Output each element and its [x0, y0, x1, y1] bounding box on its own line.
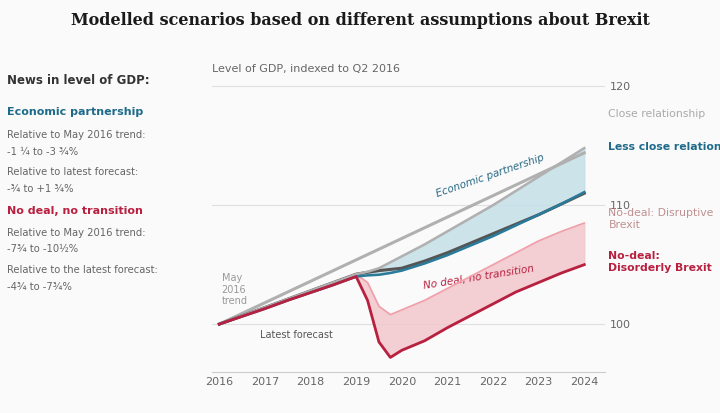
Text: -¾ to +1 ¾%: -¾ to +1 ¾%	[7, 184, 73, 194]
Text: Relative to latest forecast:: Relative to latest forecast:	[7, 167, 138, 177]
Text: Relative to May 2016 trend:: Relative to May 2016 trend:	[7, 130, 145, 140]
Text: Relative to May 2016 trend:: Relative to May 2016 trend:	[7, 228, 145, 238]
Text: Close relationship: Close relationship	[608, 109, 706, 119]
Text: Latest forecast: Latest forecast	[261, 330, 333, 340]
Text: Level of GDP, indexed to Q2 2016: Level of GDP, indexed to Q2 2016	[212, 64, 400, 74]
Text: News in level of GDP:: News in level of GDP:	[7, 74, 150, 87]
Text: No deal, no transition: No deal, no transition	[7, 206, 143, 216]
Text: -4¾ to -7¾%: -4¾ to -7¾%	[7, 282, 72, 292]
Text: Less close relationship: Less close relationship	[608, 142, 720, 152]
Text: Economic partnership: Economic partnership	[435, 153, 546, 199]
Text: Modelled scenarios based on different assumptions about Brexit: Modelled scenarios based on different as…	[71, 12, 649, 29]
Text: No-deal: Disruptive
Brexit: No-deal: Disruptive Brexit	[608, 208, 714, 230]
Text: -7¾ to -10½%: -7¾ to -10½%	[7, 244, 78, 254]
Text: Economic partnership: Economic partnership	[7, 107, 143, 117]
Text: No-deal:
Disorderly Brexit: No-deal: Disorderly Brexit	[608, 252, 712, 273]
Text: No deal, no transition: No deal, no transition	[423, 263, 535, 291]
Text: May
2016
trend: May 2016 trend	[222, 273, 248, 306]
Text: Relative to the latest forecast:: Relative to the latest forecast:	[7, 265, 158, 275]
Text: -1 ¼ to -3 ¾%: -1 ¼ to -3 ¾%	[7, 147, 78, 157]
